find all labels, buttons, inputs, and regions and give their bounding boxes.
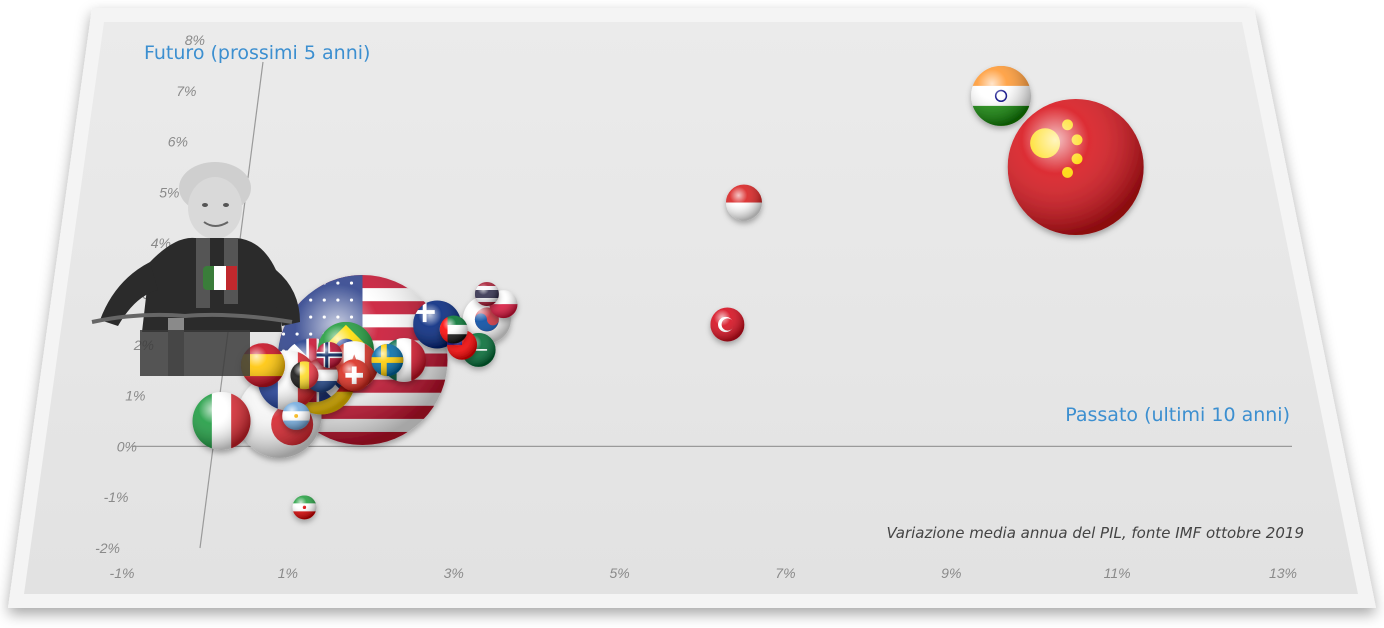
y-tick-label: 0% bbox=[117, 438, 137, 454]
x-tick-label: 7% bbox=[775, 565, 795, 581]
y-axis-title: Futuro (prossimi 5 anni) bbox=[144, 42, 370, 64]
source-note: Variazione media annua del PIL, fonte IM… bbox=[886, 524, 1304, 542]
y-tick-label: 5% bbox=[159, 184, 179, 200]
x-tick-label: 9% bbox=[941, 565, 961, 581]
bubble-thailand bbox=[474, 282, 499, 306]
bubble-uae bbox=[439, 315, 468, 344]
bubble-sweden bbox=[371, 344, 404, 377]
bubble-norway bbox=[316, 341, 343, 368]
y-tick-label: 8% bbox=[185, 32, 205, 48]
x-tick-label: 5% bbox=[609, 565, 629, 581]
y-tick-label: 1% bbox=[125, 388, 145, 404]
y-tick-label: 6% bbox=[168, 134, 188, 150]
x-tick-label: 11% bbox=[1104, 565, 1131, 581]
bubble-spain bbox=[240, 343, 285, 388]
tick-labels: -1%1%3%5%7%9%11%13%-2%-1%0%1%2%3%4%5%6%7… bbox=[95, 32, 1297, 581]
woman-on-bicycle-image bbox=[91, 162, 300, 376]
x-tick-label: 13% bbox=[1269, 565, 1297, 581]
bubble-indonesia bbox=[725, 184, 762, 221]
y-tick-label: -1% bbox=[104, 489, 129, 505]
x-tick-label: 3% bbox=[444, 565, 464, 581]
bubble-switzerland bbox=[338, 359, 371, 392]
bubble-iran bbox=[292, 495, 317, 520]
bubble-argentina bbox=[282, 401, 311, 430]
bubble-belgium bbox=[290, 361, 319, 390]
bubbles bbox=[192, 65, 1144, 520]
x-tick-label: 1% bbox=[278, 565, 298, 581]
bubble-china bbox=[1007, 99, 1144, 235]
y-tick-label: 4% bbox=[151, 235, 171, 251]
bubble-italy bbox=[192, 392, 251, 450]
y-tick-label: 7% bbox=[176, 83, 196, 99]
x-axis-title: Passato (ultimi 10 anni) bbox=[1065, 404, 1290, 426]
x-tick-label: -1% bbox=[110, 565, 135, 581]
y-tick-label: -2% bbox=[95, 540, 120, 556]
bubble-turkey bbox=[710, 307, 745, 342]
bubble-india bbox=[971, 65, 1032, 126]
